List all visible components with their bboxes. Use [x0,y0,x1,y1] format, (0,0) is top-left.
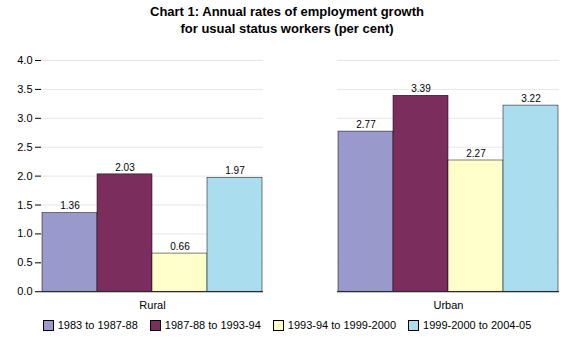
html-text:1999-2000 to 2004-05: 1999-2000 to 2004-05 [423,319,532,331]
svg-text:2.03: 2.03 [115,161,135,172]
svg-text:3.39: 3.39 [411,83,431,94]
svg-text:Urban: Urban [434,298,464,310]
svg-text:1.5: 1.5 [17,198,32,210]
svg-text:1.36: 1.36 [60,200,80,211]
svg-text:0.5: 0.5 [17,256,32,268]
svg-text:0.0: 0.0 [17,285,32,297]
svg-text:3.5: 3.5 [17,83,32,95]
svg-text:2.5: 2.5 [17,141,32,153]
svg-text:1.0: 1.0 [17,227,32,239]
svg-text:0.66: 0.66 [170,241,190,252]
svg-text:2.27: 2.27 [466,147,486,158]
html-text:Chart 1: Annual rates of emplo: Chart 1: Annual rates of employment grow… [150,4,424,36]
svg-text:3.0: 3.0 [17,112,32,124]
html-text:1993-94 to 1999-2000: 1993-94 to 1999-2000 [287,319,397,331]
svg-text:Rural: Rural [139,298,165,310]
svg-text:2.77: 2.77 [356,119,376,130]
html-text:1983 to 1987-88: 1983 to 1987-88 [57,319,138,331]
svg-text:1.97: 1.97 [225,165,245,176]
svg-text:2.0: 2.0 [17,169,32,181]
html-text:1987-88 to 1993-94: 1987-88 to 1993-94 [164,319,261,331]
svg-text:4.0: 4.0 [17,54,32,66]
svg-text:3.22: 3.22 [521,93,541,104]
